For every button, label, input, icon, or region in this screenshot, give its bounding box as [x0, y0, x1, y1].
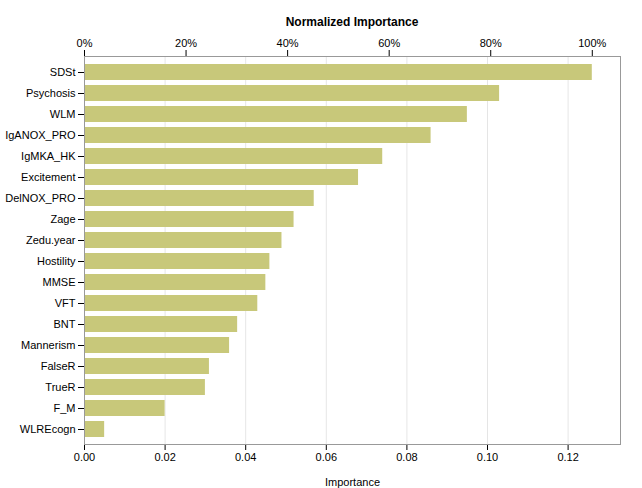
svg-text:Zage: Zage [50, 213, 75, 225]
svg-text:0.06: 0.06 [316, 451, 337, 463]
svg-text:FalseR: FalseR [41, 360, 76, 372]
svg-text:60%: 60% [378, 37, 400, 49]
svg-text:0.02: 0.02 [154, 451, 175, 463]
svg-text:IgMKA_HK: IgMKA_HK [21, 150, 76, 162]
svg-text:Mannerism: Mannerism [21, 339, 75, 351]
svg-text:VFT: VFT [55, 297, 76, 309]
svg-text:0.10: 0.10 [477, 451, 498, 463]
svg-text:BNT: BNT [54, 318, 76, 330]
svg-text:IgANOX_PRO: IgANOX_PRO [5, 129, 76, 141]
svg-text:Psychosis: Psychosis [26, 87, 76, 99]
svg-text:40%: 40% [277, 37, 299, 49]
svg-text:0.12: 0.12 [557, 451, 578, 463]
svg-text:80%: 80% [480, 37, 502, 49]
svg-text:20%: 20% [175, 37, 197, 49]
svg-text:0.04: 0.04 [235, 451, 256, 463]
svg-text:WLM: WLM [50, 108, 76, 120]
svg-text:F_M: F_M [54, 402, 76, 414]
svg-text:Importance: Importance [325, 476, 380, 488]
svg-text:0%: 0% [77, 37, 93, 49]
svg-text:MMSE: MMSE [43, 276, 76, 288]
svg-text:Normalized Importance: Normalized Importance [286, 15, 419, 29]
svg-text:TrueR: TrueR [45, 381, 75, 393]
svg-text:Excitement: Excitement [21, 171, 75, 183]
svg-text:0.08: 0.08 [396, 451, 417, 463]
svg-text:SDSt: SDSt [50, 66, 76, 78]
svg-text:0.00: 0.00 [74, 451, 95, 463]
svg-text:WLREcogn: WLREcogn [20, 423, 76, 435]
svg-text:Zedu.year: Zedu.year [26, 234, 76, 246]
svg-text:Hostility: Hostility [37, 255, 76, 267]
svg-text:DelNOX_PRO: DelNOX_PRO [5, 192, 76, 204]
svg-text:100%: 100% [578, 37, 606, 49]
